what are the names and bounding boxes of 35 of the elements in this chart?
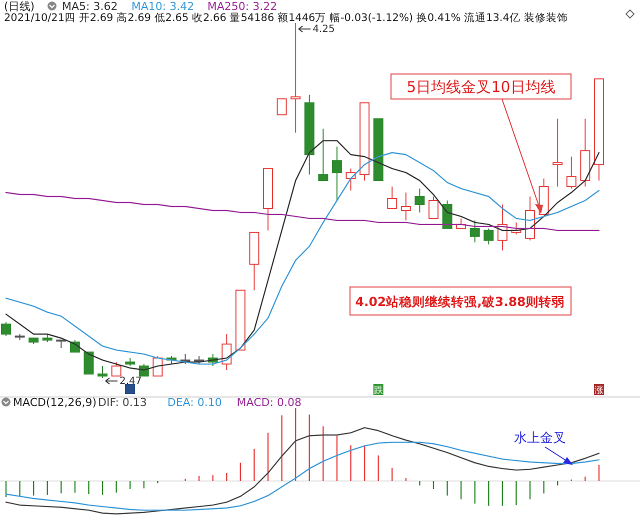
chart-title: MACD(12,26,9) <box>13 396 97 409</box>
text: MA10: 3.42 <box>131 0 194 13</box>
candlestick <box>414 188 425 213</box>
chart-title: (日线) <box>4 0 35 13</box>
annotation: 水上金叉 <box>514 431 566 446</box>
candlestick <box>111 362 122 377</box>
candlestick <box>1 322 11 337</box>
candlestick <box>484 228 494 245</box>
candlestick <box>318 128 328 182</box>
text: MA5: 3.62 <box>62 0 118 13</box>
text: DEA: 0.10 <box>167 396 222 409</box>
annotation: 4.25 <box>312 24 335 35</box>
candlestick <box>98 366 108 378</box>
annotation: 2.47 <box>120 376 142 387</box>
candlestick <box>552 118 563 188</box>
candlestick <box>290 22 301 134</box>
text: 跌 <box>374 385 383 396</box>
candlestick <box>566 156 576 190</box>
text: DIF: 0.13 <box>98 396 147 409</box>
candlestick <box>152 356 163 377</box>
annotation: 4.02站稳则继续转强,破3.88则转弱 <box>355 294 565 309</box>
text: MA250: 3.22 <box>207 0 278 13</box>
candlestick <box>400 192 411 221</box>
candlestick <box>84 352 94 375</box>
candlestick <box>470 220 480 243</box>
candlestick <box>428 196 438 219</box>
text: 涨 <box>594 385 604 396</box>
candlestick <box>276 98 287 116</box>
candlestick <box>387 186 398 209</box>
chart-subtitle: 2021/10/21四 开2.69 高2.69 低2.65 收2.66 量54186 额1446万 幅-0.03(-1.12%) 换0.41% 流通13.4亿 装修装饰 <box>4 11 568 24</box>
annotation: 5日均线金叉10日均线 <box>406 78 556 96</box>
candlestick <box>332 146 342 201</box>
candlestick <box>442 200 452 229</box>
series-label: MACD: 0.08 <box>236 396 302 409</box>
candlestick <box>180 354 190 365</box>
